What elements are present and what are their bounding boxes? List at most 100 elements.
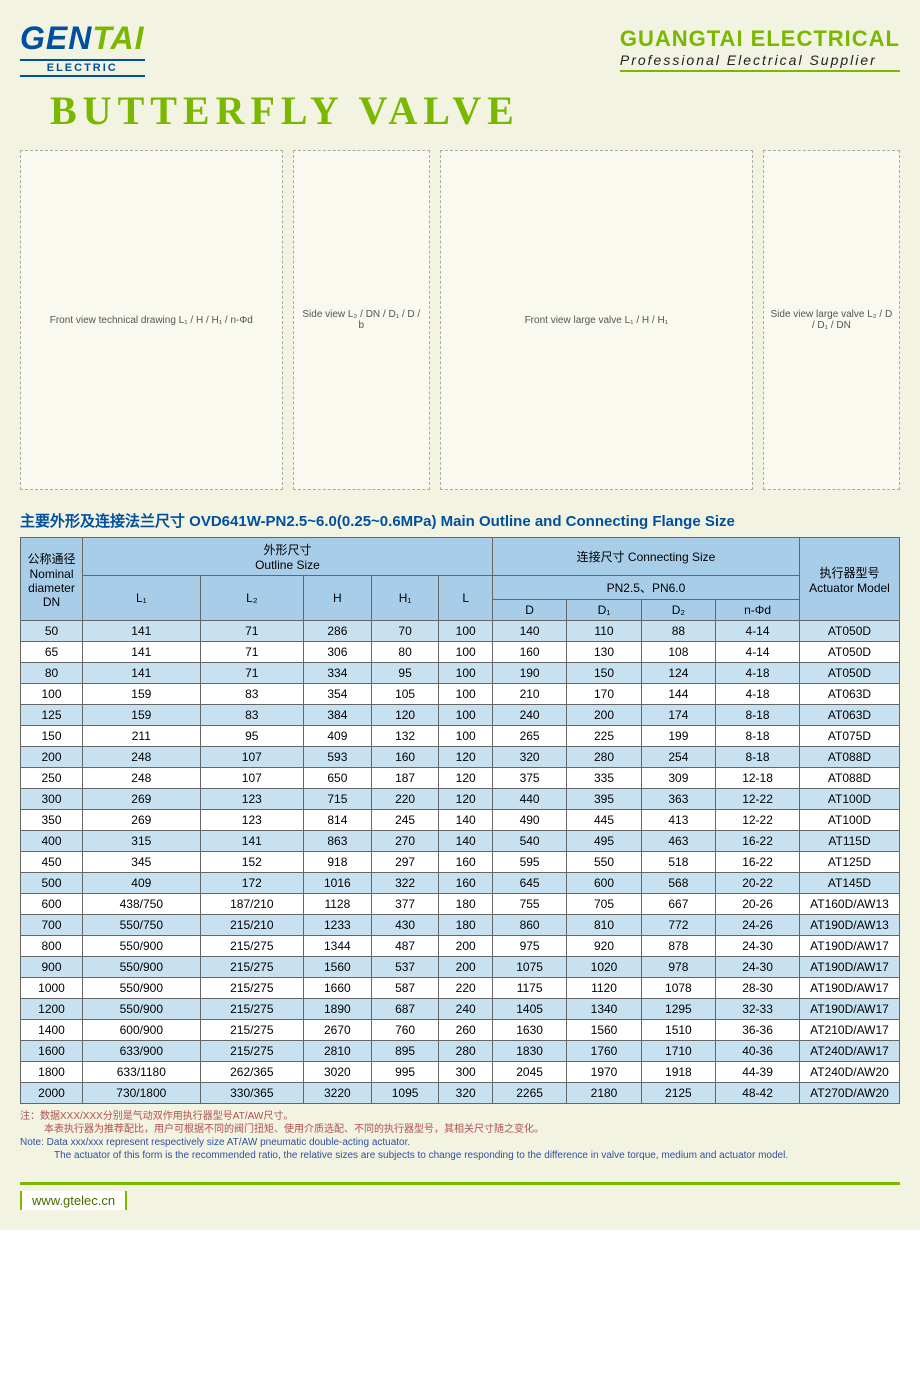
table-cell: 262/365 (200, 1062, 303, 1083)
table-cell: 550/900 (83, 978, 201, 999)
table-cell: 220 (371, 789, 439, 810)
table-cell: 71 (200, 663, 303, 684)
table-cell: 260 (439, 1020, 492, 1041)
table-cell: 83 (200, 705, 303, 726)
table-cell: 269 (83, 789, 201, 810)
table-cell: 187/210 (200, 894, 303, 915)
table-cell: AT050D (800, 663, 900, 684)
table-cell: 211 (83, 726, 201, 747)
table-row: 8014171334951001901501244-18AT050D (21, 663, 900, 684)
table-cell: 12-18 (716, 768, 800, 789)
table-cell: 320 (492, 747, 566, 768)
table-cell: 200 (439, 936, 492, 957)
table-cell: 518 (641, 852, 715, 873)
th-dn: 公称通径 Nominal diameter DN (21, 538, 83, 621)
th-l1: L₁ (83, 576, 201, 621)
table-cell: 463 (641, 831, 715, 852)
table-cell: 550/900 (83, 999, 201, 1020)
th-outline: 外形尺寸 Outline Size (83, 538, 493, 576)
table-cell: 100 (439, 726, 492, 747)
table-cell: 633/1180 (83, 1062, 201, 1083)
table-row: 1400600/900215/2752670760260163015601510… (21, 1020, 900, 1041)
table-cell: 265 (492, 726, 566, 747)
table-row: 2000730/1800330/365322010953202265218021… (21, 1083, 900, 1104)
table-cell: 700 (21, 915, 83, 936)
table-cell: 2180 (567, 1083, 641, 1104)
table-cell: 120 (439, 747, 492, 768)
table-cell: 1295 (641, 999, 715, 1020)
table-cell: 83 (200, 684, 303, 705)
table-cell: 24-26 (716, 915, 800, 936)
table-cell: 100 (439, 684, 492, 705)
table-cell: 4-14 (716, 642, 800, 663)
table-cell: AT088D (800, 768, 900, 789)
table-cell: 2670 (304, 1020, 372, 1041)
th-h: H (304, 576, 372, 621)
table-cell: 2265 (492, 1083, 566, 1104)
table-cell: AT160D/AW13 (800, 894, 900, 915)
table-cell: AT115D (800, 831, 900, 852)
table-cell: 1830 (492, 1041, 566, 1062)
table-cell: 95 (371, 663, 439, 684)
table-cell: 71 (200, 621, 303, 642)
table-row: 100159833541051002101701444-18AT063D (21, 684, 900, 705)
table-cell: 170 (567, 684, 641, 705)
table-cell: 1510 (641, 1020, 715, 1041)
table-cell: 250 (21, 768, 83, 789)
table-row: 1800633/1180262/365302099530020451970191… (21, 1062, 900, 1083)
table-cell: 1918 (641, 1062, 715, 1083)
table-cell: 445 (567, 810, 641, 831)
technical-diagrams: Front view technical drawing L₁ / H / H₁… (20, 150, 900, 490)
table-cell: 995 (371, 1062, 439, 1083)
table-cell: 377 (371, 894, 439, 915)
table-cell: AT088D (800, 747, 900, 768)
table-cell: 1560 (304, 957, 372, 978)
table-cell: 80 (371, 642, 439, 663)
table-cell: 895 (371, 1041, 439, 1062)
section-title: 主要外形及连接法兰尺寸 OVD641W-PN2.5~6.0(0.25~0.6MP… (20, 510, 900, 531)
table-cell: 245 (371, 810, 439, 831)
table-row: 500409172101632216064560056820-22AT145D (21, 873, 900, 894)
table-cell: AT075D (800, 726, 900, 747)
table-cell: 920 (567, 936, 641, 957)
table-cell: 225 (567, 726, 641, 747)
th-l: L (439, 576, 492, 621)
table-cell: 254 (641, 747, 715, 768)
table-cell: 159 (83, 705, 201, 726)
table-cell: 1340 (567, 999, 641, 1020)
table-cell: 141 (83, 621, 201, 642)
table-cell: 3220 (304, 1083, 372, 1104)
table-cell: 4-18 (716, 663, 800, 684)
table-cell: 438/750 (83, 894, 201, 915)
table-cell: 105 (371, 684, 439, 705)
table-cell: 800 (21, 936, 83, 957)
table-cell: 1095 (371, 1083, 439, 1104)
table-cell: 550/900 (83, 957, 201, 978)
table-cell: AT240D/AW17 (800, 1041, 900, 1062)
table-cell: 160 (492, 642, 566, 663)
table-cell: 1560 (567, 1020, 641, 1041)
table-cell: 100 (439, 621, 492, 642)
table-cell: 1890 (304, 999, 372, 1020)
note-cn1: 注：数据XXX/XXX分别是气动双作用执行器型号AT/AW尺寸。 (20, 1110, 900, 1123)
table-cell: 633/900 (83, 1041, 201, 1062)
th-d1: D₁ (567, 600, 641, 621)
company-name: GUANGTAI ELECTRICAL (620, 26, 900, 52)
table-cell: 495 (567, 831, 641, 852)
table-cell: 200 (439, 957, 492, 978)
table-cell: 322 (371, 873, 439, 894)
company-subtitle: Professional Electrical Supplier (620, 52, 900, 68)
table-cell: 810 (567, 915, 641, 936)
table-cell: 215/275 (200, 936, 303, 957)
table-cell: 32-33 (716, 999, 800, 1020)
table-cell: AT190D/AW17 (800, 978, 900, 999)
table-cell: 215/275 (200, 999, 303, 1020)
table-cell: 715 (304, 789, 372, 810)
table-cell: 8-18 (716, 726, 800, 747)
table-cell: 174 (641, 705, 715, 726)
table-header: 公称通径 Nominal diameter DN 外形尺寸 Outline Si… (21, 538, 900, 621)
table-row: 900550/900215/27515605372001075102097824… (21, 957, 900, 978)
table-cell: 918 (304, 852, 372, 873)
table-cell: 409 (83, 873, 201, 894)
table-cell: 1800 (21, 1062, 83, 1083)
